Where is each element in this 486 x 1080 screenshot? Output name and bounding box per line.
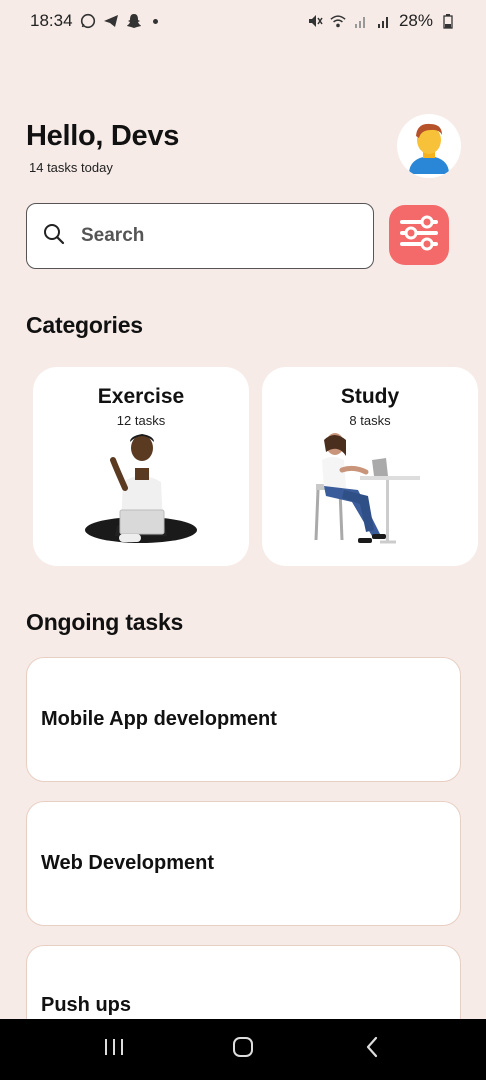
status-bar: 18:34 28% [0, 0, 486, 42]
task-label: Web Development [41, 852, 214, 874]
signal-icon [353, 13, 369, 29]
signal-icon [376, 13, 392, 29]
category-card-exercise[interactable]: Exercise 12 tasks [33, 367, 249, 566]
sliders-icon [397, 211, 441, 260]
back-icon [364, 1036, 380, 1063]
categories-title: Categories [26, 312, 143, 338]
task-label: Push ups [41, 994, 132, 1016]
category-card-study[interactable]: Study 8 tasks [262, 367, 478, 566]
user-avatar-icon[interactable] [397, 114, 461, 178]
category-title: Exercise [97, 385, 185, 408]
task-label: Mobile App development [41, 708, 277, 730]
home-button[interactable] [223, 1030, 263, 1070]
search-icon [43, 223, 65, 250]
task-card[interactable]: Web Development [26, 801, 461, 926]
category-count: 8 tasks [349, 413, 391, 428]
status-left: 18:34 [30, 11, 158, 31]
greeting-title: Hello, Devs [26, 120, 180, 152]
telegram-icon [103, 13, 119, 29]
home-icon [232, 1036, 254, 1063]
battery-icon [440, 13, 456, 29]
system-nav-bar [0, 1019, 486, 1080]
whatsapp-icon [80, 13, 96, 29]
status-time: 18:34 [30, 11, 73, 30]
back-button[interactable] [352, 1030, 392, 1070]
category-count: 12 tasks [116, 413, 166, 428]
battery-percent: 28% [398, 11, 433, 30]
person-with-laptop-illustration [33, 430, 249, 558]
wifi-icon [330, 13, 346, 29]
category-title: Study [340, 385, 400, 408]
filter-button[interactable] [389, 205, 449, 265]
recent-apps-button[interactable] [94, 1030, 134, 1070]
status-right: 28% [307, 11, 456, 31]
search-box[interactable] [26, 203, 374, 269]
recent-apps-icon [103, 1037, 125, 1062]
person-at-desk-illustration [262, 430, 478, 558]
categories-carousel[interactable]: Exercise 12 tasks Study 8 tasks [0, 366, 486, 568]
mute-icon [307, 13, 323, 29]
search-input[interactable] [81, 225, 331, 247]
task-card[interactable]: Mobile App development [26, 657, 461, 782]
ongoing-tasks-title: Ongoing tasks [26, 609, 184, 635]
dot-icon [152, 18, 158, 24]
tasks-today-subtitle: 14 tasks today [29, 160, 113, 175]
snapchat-icon [126, 13, 142, 29]
